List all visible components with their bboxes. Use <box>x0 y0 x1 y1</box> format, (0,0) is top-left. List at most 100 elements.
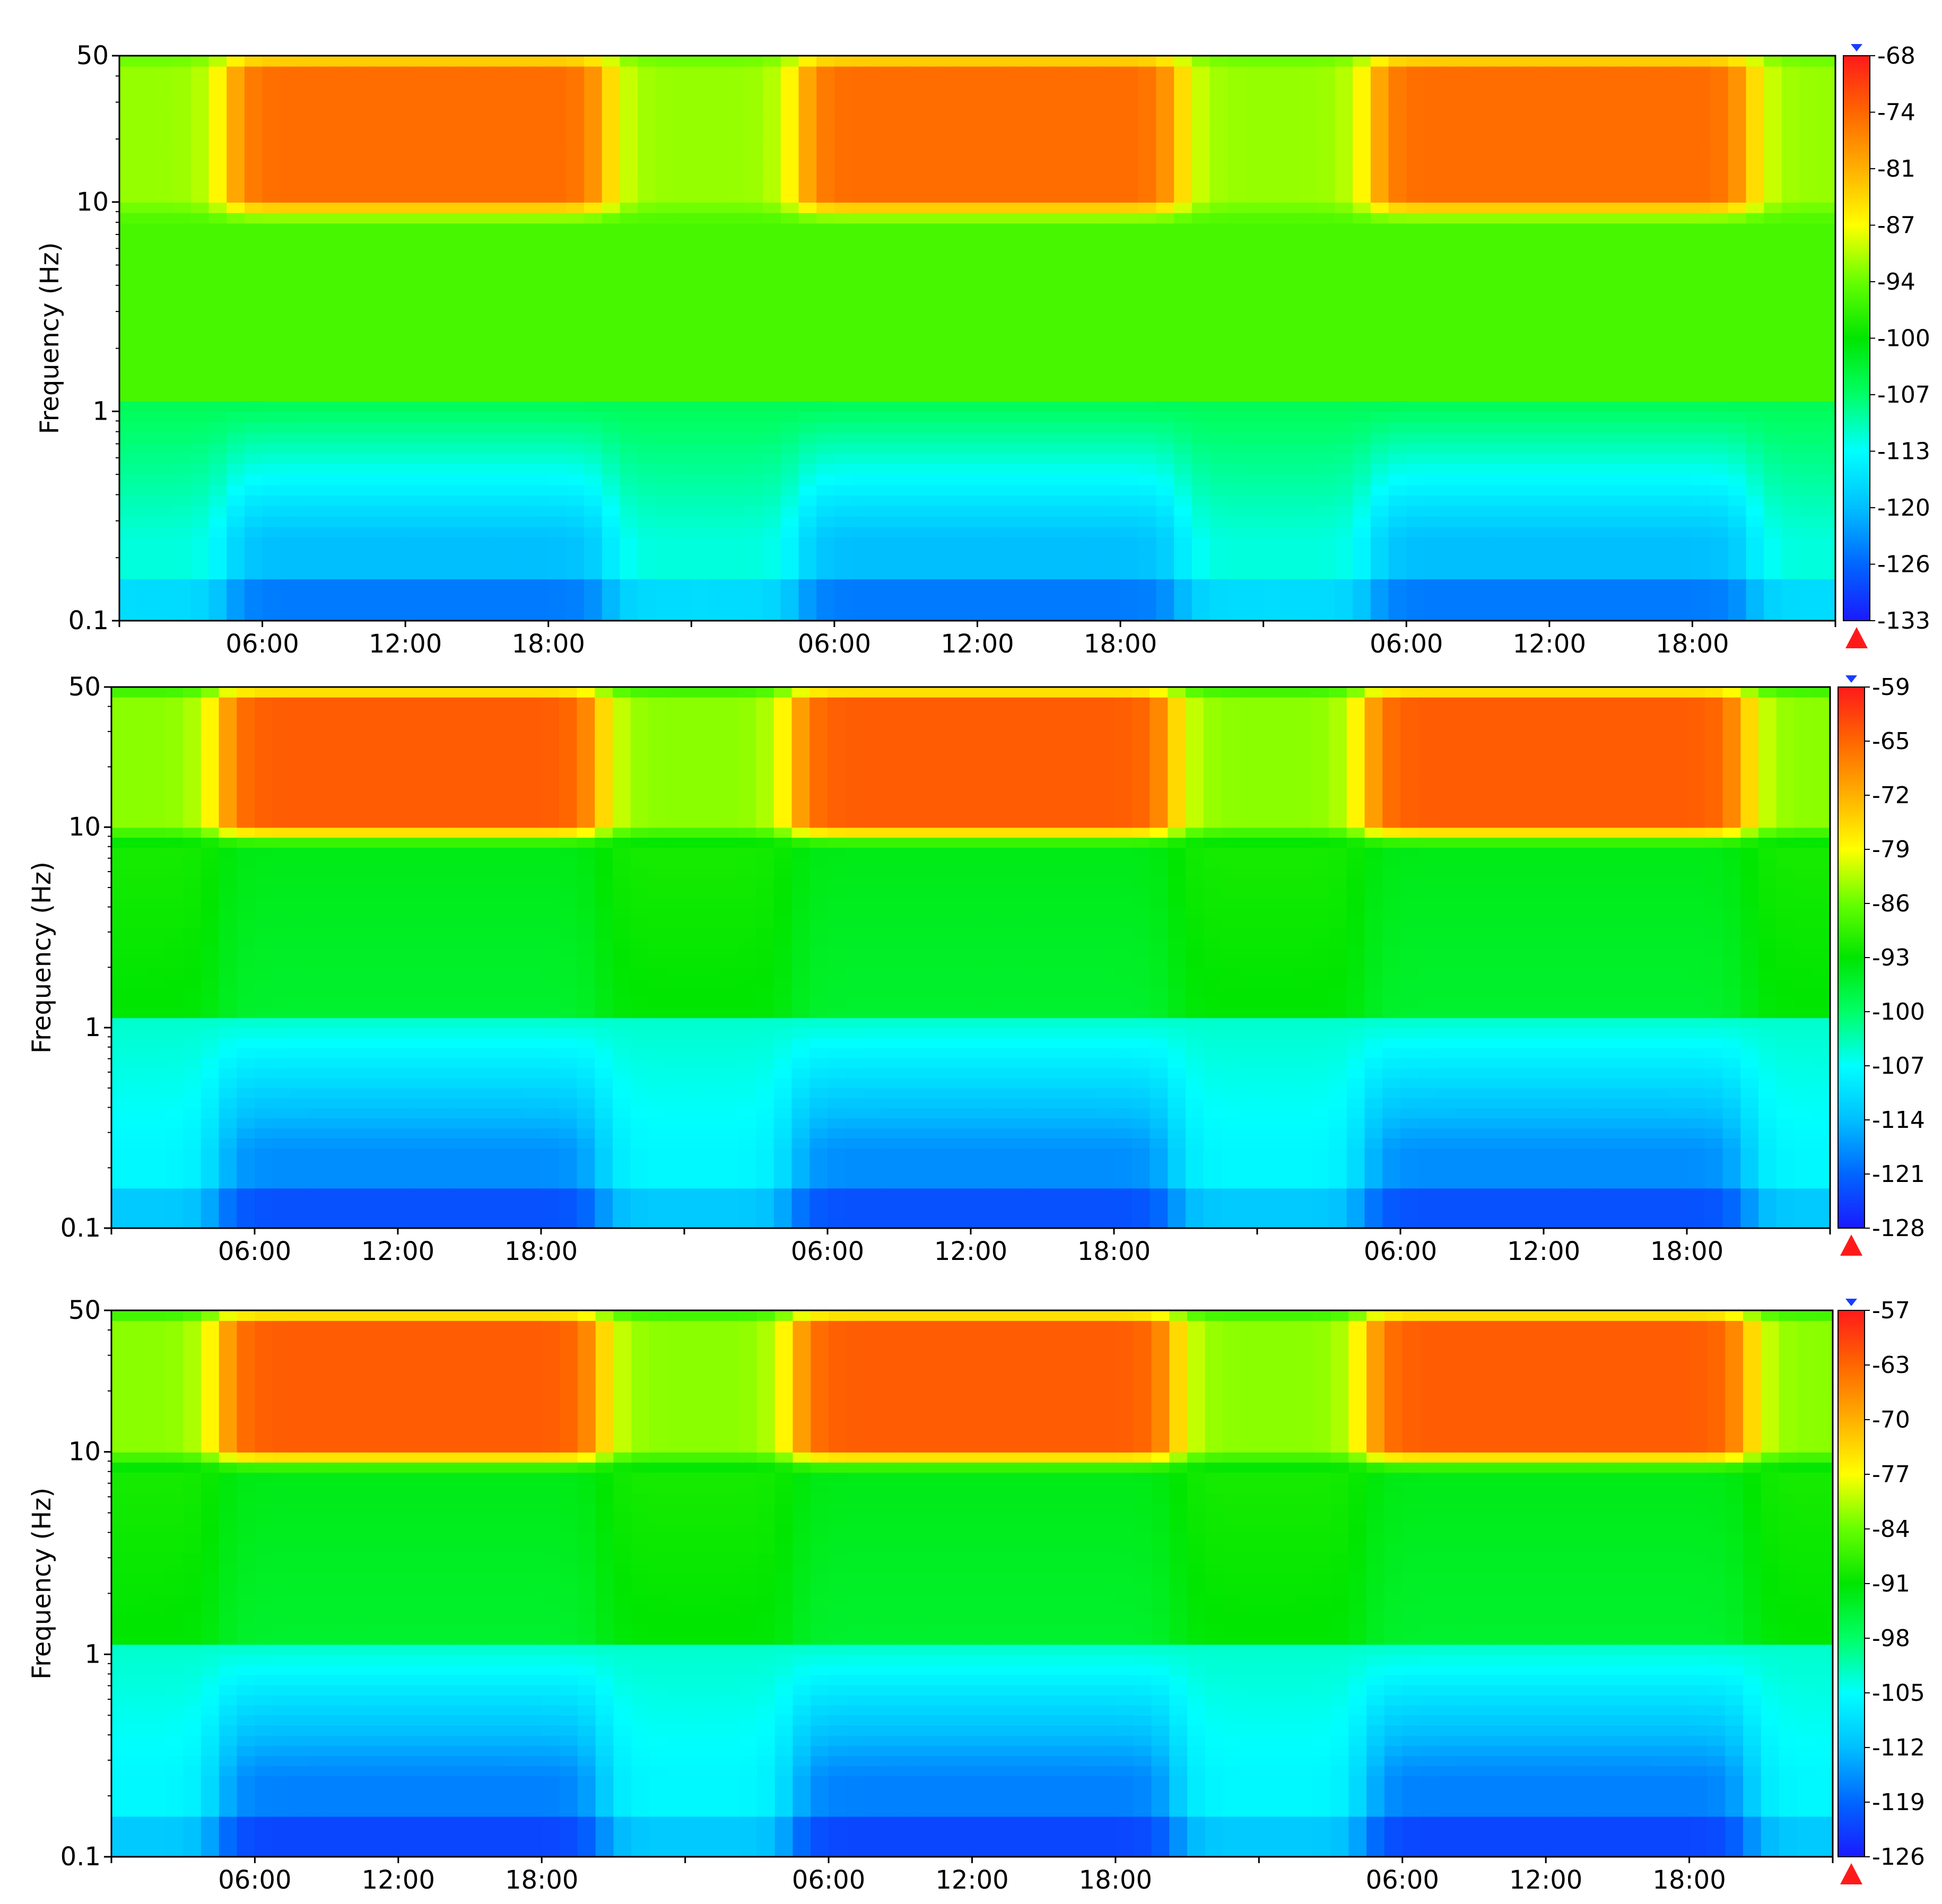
heatmap-cell <box>602 181 621 193</box>
heatmap-cell <box>1424 369 1443 381</box>
heatmap-cell <box>1728 495 1747 506</box>
heatmap-cell <box>1031 139 1050 151</box>
heatmap-cell <box>119 129 138 140</box>
heatmap-cell <box>298 516 317 527</box>
heatmap-cell <box>244 411 263 423</box>
heatmap-cell <box>441 349 460 360</box>
heatmap-cell <box>512 139 531 151</box>
heatmap-cell <box>1460 442 1478 454</box>
heatmap-cell <box>477 170 495 182</box>
heatmap-cell <box>584 202 603 213</box>
heatmap-cell <box>1120 108 1139 119</box>
heatmap-cell <box>852 579 871 590</box>
heatmap-cell <box>1067 506 1085 517</box>
heatmap-cell <box>1424 506 1443 517</box>
heatmap-cell <box>1549 307 1568 318</box>
heatmap-cell <box>1370 118 1389 129</box>
heatmap-cell <box>620 212 638 224</box>
heatmap-cell <box>977 369 996 381</box>
heatmap-cell <box>1442 401 1461 412</box>
heatmap-cell <box>1120 265 1139 276</box>
heatmap-cell <box>1049 453 1067 464</box>
heatmap-cell <box>1084 233 1103 245</box>
heatmap-cell <box>924 610 942 621</box>
heatmap-cell <box>1120 453 1139 464</box>
heatmap-cell <box>1495 547 1514 559</box>
heatmap-cell <box>173 97 191 109</box>
heatmap-cell <box>1424 317 1443 328</box>
heatmap-cell <box>1424 108 1443 119</box>
heatmap-cell <box>620 380 638 391</box>
heatmap-cell <box>1084 338 1103 349</box>
heatmap-cell <box>1263 223 1282 234</box>
heatmap-cell <box>1353 422 1371 433</box>
heatmap-cell <box>995 317 1014 328</box>
heatmap-cell <box>1692 327 1711 339</box>
heatmap-cell <box>1174 579 1192 590</box>
heatmap-cell <box>1460 422 1478 433</box>
heatmap-cell <box>1603 327 1622 339</box>
heatmap-cell <box>1549 66 1568 77</box>
heatmap-cell <box>924 170 942 182</box>
heatmap-cell <box>155 380 173 391</box>
heatmap-cell <box>1710 380 1729 391</box>
heatmap-cell <box>852 484 871 496</box>
heatmap-cell <box>1049 202 1067 213</box>
heatmap-cell <box>673 265 692 276</box>
heatmap-cell <box>548 422 567 433</box>
heatmap-cell <box>316 307 335 318</box>
heatmap-cell <box>1710 212 1729 224</box>
heatmap-cell <box>1603 108 1622 119</box>
heatmap-cell <box>1067 223 1085 234</box>
heatmap-cell <box>1388 118 1407 129</box>
heatmap-cell <box>673 369 692 381</box>
heatmap-cell <box>1120 275 1139 286</box>
heatmap-cell <box>1764 506 1782 517</box>
heatmap-cell <box>244 390 263 402</box>
heatmap-cell <box>1370 170 1389 182</box>
heatmap-cell <box>888 285 907 297</box>
heatmap-cell <box>1120 537 1139 548</box>
heatmap-cell <box>1067 76 1085 88</box>
heatmap-cell <box>1138 526 1157 537</box>
heatmap-cell <box>834 244 853 255</box>
heatmap-cell <box>798 526 817 537</box>
heatmap-cell <box>673 223 692 234</box>
heatmap-cell <box>1084 118 1103 129</box>
heatmap-cell <box>1370 599 1389 611</box>
heatmap-cell <box>137 401 156 412</box>
heatmap-cell <box>227 369 245 381</box>
heatmap-cell <box>262 66 281 77</box>
heatmap-cell <box>1513 464 1532 475</box>
heatmap-cell <box>227 275 245 286</box>
heatmap-cell <box>602 254 621 266</box>
heatmap-cell <box>1299 139 1318 151</box>
heatmap-cell <box>870 484 889 496</box>
heatmap-cell <box>959 495 978 506</box>
heatmap-cell <box>1549 160 1568 171</box>
heatmap-cell <box>602 170 621 182</box>
heatmap-cell <box>405 307 424 318</box>
heatmap-cell <box>1102 495 1121 506</box>
heatmap-cell <box>208 369 227 381</box>
heatmap-cell <box>709 254 728 266</box>
heatmap-cell <box>798 401 817 412</box>
heatmap-cell <box>459 610 477 621</box>
heatmap-cell <box>1585 307 1604 318</box>
heatmap-cell <box>1460 202 1478 213</box>
heatmap-cell <box>459 296 477 308</box>
heatmap-cell <box>1138 390 1157 402</box>
heatmap-cell <box>173 484 191 496</box>
heatmap-cell <box>1209 474 1229 485</box>
heatmap-cell <box>1728 579 1747 590</box>
heatmap-cell <box>1227 411 1246 423</box>
heatmap-cell <box>459 118 477 129</box>
heatmap-cell <box>280 244 299 255</box>
heatmap-cell <box>190 390 210 402</box>
heatmap-cell <box>352 537 370 548</box>
heatmap-cell <box>638 170 656 182</box>
heatmap-cell <box>727 432 746 444</box>
heatmap-cell <box>262 327 281 339</box>
heatmap-cell <box>1281 599 1300 611</box>
heatmap-cell <box>942 506 960 517</box>
